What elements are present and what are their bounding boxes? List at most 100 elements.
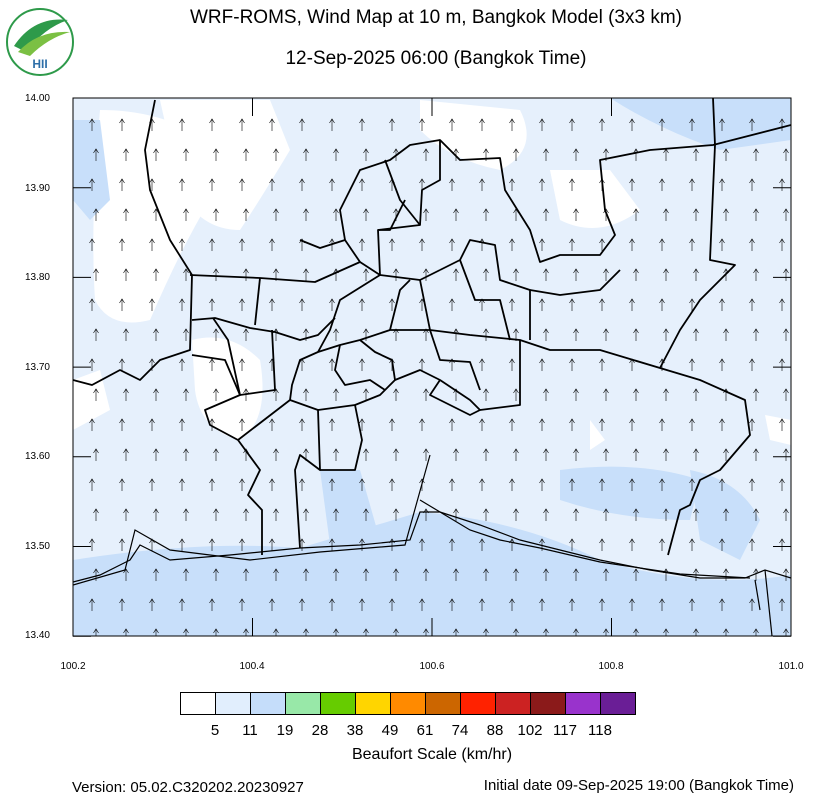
wind-arrow xyxy=(633,208,639,221)
wind-arrow xyxy=(629,178,635,191)
colorbar-label: 11 xyxy=(242,722,258,739)
wind-arrow xyxy=(239,238,245,251)
wind-arrow xyxy=(573,208,579,221)
wind-arrow xyxy=(659,118,665,131)
wind-arrow xyxy=(599,478,605,491)
wind-arrows xyxy=(89,118,789,636)
wind-arrow xyxy=(153,448,159,461)
wind-arrow xyxy=(209,238,215,251)
wind-arrow xyxy=(299,298,305,311)
y-tick-label: 14.00 xyxy=(24,93,50,104)
wind-arrow xyxy=(693,628,699,636)
colorbar-label: 61 xyxy=(416,722,434,739)
colorbar-label: 102 xyxy=(517,722,543,739)
wind-arrow xyxy=(299,598,305,611)
coastline xyxy=(73,454,791,636)
wind-arrow xyxy=(389,418,395,431)
wind-arrow xyxy=(719,118,725,131)
wind-arrow xyxy=(243,268,249,281)
wind-arrow xyxy=(479,418,485,431)
wind-arrow xyxy=(779,358,785,371)
wind-arrow xyxy=(509,298,515,311)
wind-arrow xyxy=(783,568,789,581)
wind-arrow xyxy=(179,418,185,431)
wind-arrow xyxy=(363,508,369,521)
wind-arrow xyxy=(779,478,785,491)
wind-arrow xyxy=(693,508,699,521)
wind-arrow xyxy=(239,478,245,491)
wind-arrow xyxy=(509,598,515,611)
wind-arrow xyxy=(119,118,125,131)
colorbar-label: 49 xyxy=(381,722,399,739)
wind-arrow xyxy=(299,178,305,191)
wind-arrow xyxy=(243,508,249,521)
wind-arrow xyxy=(779,418,785,431)
wind-arrow xyxy=(719,298,725,311)
colorbar-swatch xyxy=(390,692,426,715)
wind-arrow xyxy=(539,598,545,611)
wind-arrow xyxy=(543,328,549,341)
wind-arrow xyxy=(509,358,515,371)
wind-arrow xyxy=(333,208,339,221)
wind-arrow xyxy=(419,238,425,251)
wind-arrow xyxy=(479,298,485,311)
wind-arrow xyxy=(389,598,395,611)
wind-arrow xyxy=(753,388,759,401)
wind-arrow xyxy=(179,538,185,551)
wind-arrow xyxy=(303,208,309,221)
wind-arrow xyxy=(783,508,789,521)
wind-arrow xyxy=(633,448,639,461)
wind-arrow xyxy=(183,268,189,281)
wind-arrow xyxy=(149,298,155,311)
wind-arrow xyxy=(333,148,339,161)
wind-arrow xyxy=(93,268,99,281)
colorbar-swatch xyxy=(495,692,531,715)
wind-arrow xyxy=(723,148,729,161)
wind-arrow xyxy=(359,118,365,131)
wind-arrow xyxy=(419,598,425,611)
version-text: Version: 05.02.C320202.20230927 xyxy=(72,779,304,796)
wind-arrow xyxy=(329,598,335,611)
wind-arrow xyxy=(449,538,455,551)
wind-arrow xyxy=(453,328,459,341)
colorbar-label: 38 xyxy=(346,722,364,739)
colorbar-label: 5 xyxy=(210,722,220,739)
wind-arrow xyxy=(119,598,125,611)
wind-arrow xyxy=(273,388,279,401)
wind-arrow xyxy=(569,598,575,611)
wind-arrow xyxy=(573,388,579,401)
wind-arrow xyxy=(393,508,399,521)
wind-arrow xyxy=(239,418,245,431)
wind-arrow xyxy=(119,418,125,431)
wind-arrow xyxy=(449,118,455,131)
wind-arrow xyxy=(299,418,305,431)
wind-arrow xyxy=(689,538,695,551)
wind-arrow xyxy=(483,208,489,221)
wind-arrow xyxy=(153,148,159,161)
wind-arrow xyxy=(179,238,185,251)
colorbar-swatch xyxy=(285,692,321,715)
wind-arrow xyxy=(573,568,579,581)
logo-text: HII xyxy=(32,57,47,71)
colorbar-swatch xyxy=(530,692,566,715)
wind-arrow xyxy=(213,388,219,401)
wind-arrow xyxy=(423,148,429,161)
colorbar xyxy=(180,692,636,715)
wind-arrow xyxy=(543,208,549,221)
wind-arrow xyxy=(239,598,245,611)
wind-arrow xyxy=(453,508,459,521)
y-tick-label: 13.70 xyxy=(24,362,50,373)
wind-arrow xyxy=(693,328,699,341)
wind-arrow xyxy=(513,448,519,461)
wind-arrow xyxy=(183,508,189,521)
wind-arrow xyxy=(513,268,519,281)
wind-arrow xyxy=(209,178,215,191)
wind-arrow xyxy=(569,118,575,131)
wind-arrow xyxy=(153,388,159,401)
wind-arrow xyxy=(569,178,575,191)
wind-arrow xyxy=(659,178,665,191)
wind-arrow xyxy=(359,358,365,371)
wind-arrow xyxy=(423,568,429,581)
wind-arrow xyxy=(93,448,99,461)
